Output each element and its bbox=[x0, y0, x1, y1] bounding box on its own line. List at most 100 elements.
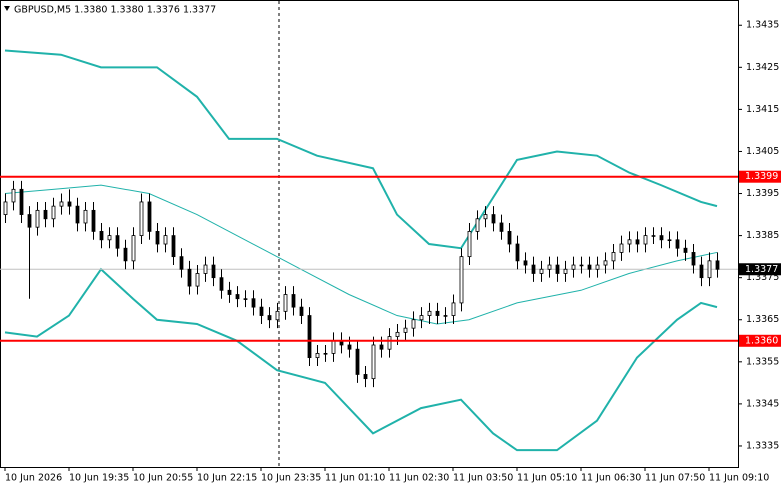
candle-body bbox=[315, 353, 320, 359]
candle-body bbox=[195, 273, 200, 287]
x-tick-label: 11 Jun 03:50 bbox=[453, 473, 513, 484]
candle-body bbox=[587, 264, 592, 270]
candle-body bbox=[43, 209, 48, 220]
last-price-label: 1.3377 bbox=[745, 264, 778, 275]
candle-body bbox=[595, 264, 600, 270]
candle-body bbox=[387, 336, 392, 350]
y-tick-label: 1.3385 bbox=[746, 230, 779, 241]
candle-body bbox=[683, 247, 688, 253]
candle-body bbox=[251, 298, 256, 308]
candle-body bbox=[659, 235, 664, 241]
candle-body bbox=[115, 235, 120, 249]
y-tick-label: 1.3375 bbox=[746, 272, 779, 283]
candle-body bbox=[603, 260, 608, 266]
candle-body bbox=[579, 264, 584, 267]
x-tick-label: 11 Jun 07:50 bbox=[645, 473, 705, 484]
y-tick-label: 1.3425 bbox=[746, 62, 779, 73]
candle-body bbox=[83, 209, 88, 224]
candle-body bbox=[291, 294, 296, 308]
candle-body bbox=[691, 252, 696, 266]
x-tick-label: 10 Jun 2026 bbox=[5, 473, 62, 484]
candle-body bbox=[627, 239, 632, 245]
candle-body bbox=[475, 218, 480, 232]
candle-body bbox=[107, 235, 112, 241]
candle-body bbox=[491, 214, 496, 224]
candle-body bbox=[435, 310, 440, 316]
y-tick-label: 1.3405 bbox=[746, 146, 779, 157]
candle-body bbox=[611, 252, 616, 262]
candle-body bbox=[411, 319, 416, 329]
candle-body bbox=[331, 340, 336, 354]
candle-body bbox=[283, 294, 288, 312]
candle-body bbox=[419, 315, 424, 321]
candle-body bbox=[307, 315, 312, 359]
candle-body bbox=[323, 353, 328, 355]
candle-body bbox=[675, 239, 680, 249]
candle-body bbox=[555, 264, 560, 274]
x-tick-label: 11 Jun 06:30 bbox=[581, 473, 641, 484]
x-tick-label: 10 Jun 19:35 bbox=[69, 473, 129, 484]
x-tick-label: 11 Jun 02:30 bbox=[389, 473, 449, 484]
y-tick-label: 1.3435 bbox=[746, 20, 779, 31]
candle-body bbox=[227, 289, 232, 295]
y-tick-label: 1.3345 bbox=[746, 398, 779, 409]
x-tick-label: 11 Jun 01:10 bbox=[325, 473, 385, 484]
candle-body bbox=[651, 235, 656, 237]
candle-body bbox=[275, 310, 280, 321]
candle-body bbox=[91, 209, 96, 232]
x-tick-label: 10 Jun 22:15 bbox=[197, 473, 257, 484]
candle-body bbox=[75, 205, 80, 224]
x-tick-label: 10 Jun 23:35 bbox=[261, 473, 321, 484]
candle-body bbox=[483, 214, 488, 220]
candle-body bbox=[363, 374, 368, 380]
level-label-box bbox=[739, 334, 781, 347]
candle-body bbox=[635, 239, 640, 245]
y-tick-label: 1.3335 bbox=[746, 440, 779, 451]
x-tick-label: 11 Jun 05:10 bbox=[517, 473, 577, 484]
candle-body bbox=[203, 264, 208, 274]
candle-body bbox=[3, 201, 8, 215]
candle-body bbox=[619, 243, 624, 253]
candle-body bbox=[211, 264, 216, 279]
candle-body bbox=[99, 230, 104, 241]
candle-body bbox=[27, 214, 32, 228]
candle-body bbox=[179, 256, 184, 270]
level-label: 1.3360 bbox=[745, 335, 778, 346]
candle-body bbox=[547, 264, 552, 270]
candle-body bbox=[51, 205, 56, 220]
candle-body bbox=[451, 302, 456, 316]
candle-body bbox=[371, 344, 376, 380]
candle-body bbox=[187, 268, 192, 287]
candle-body bbox=[163, 235, 168, 245]
candle-body bbox=[523, 260, 528, 266]
candle-body bbox=[259, 306, 264, 316]
candle-body bbox=[59, 201, 64, 207]
candle-body bbox=[35, 209, 40, 228]
candle-body bbox=[123, 247, 128, 262]
candle-body bbox=[499, 222, 504, 232]
last-price-box bbox=[739, 263, 781, 276]
candle-body bbox=[539, 268, 544, 274]
candle-body bbox=[531, 264, 536, 274]
candle-body bbox=[11, 188, 16, 203]
candle-body bbox=[707, 260, 712, 279]
candle-body bbox=[355, 348, 360, 375]
candle-body bbox=[571, 264, 576, 270]
candle-body bbox=[379, 344, 384, 350]
chart-title: GBPUSD,M5 1.3380 1.3380 1.3376 1.3377 bbox=[14, 5, 216, 16]
candle-body bbox=[563, 268, 568, 274]
plot-frame bbox=[0, 0, 739, 468]
y-tick-label: 1.3355 bbox=[746, 356, 779, 367]
candle-body bbox=[347, 344, 352, 350]
x-tick-label: 11 Jun 09:10 bbox=[709, 473, 769, 484]
band-line bbox=[4, 49, 718, 250]
candle-body bbox=[395, 331, 400, 337]
candle-body bbox=[459, 256, 464, 304]
candle-body bbox=[67, 201, 72, 207]
candle-body bbox=[403, 327, 408, 333]
candle-body bbox=[171, 235, 176, 258]
candle-body bbox=[243, 298, 248, 300]
level-label-box bbox=[739, 170, 781, 183]
candle-body bbox=[299, 306, 304, 316]
